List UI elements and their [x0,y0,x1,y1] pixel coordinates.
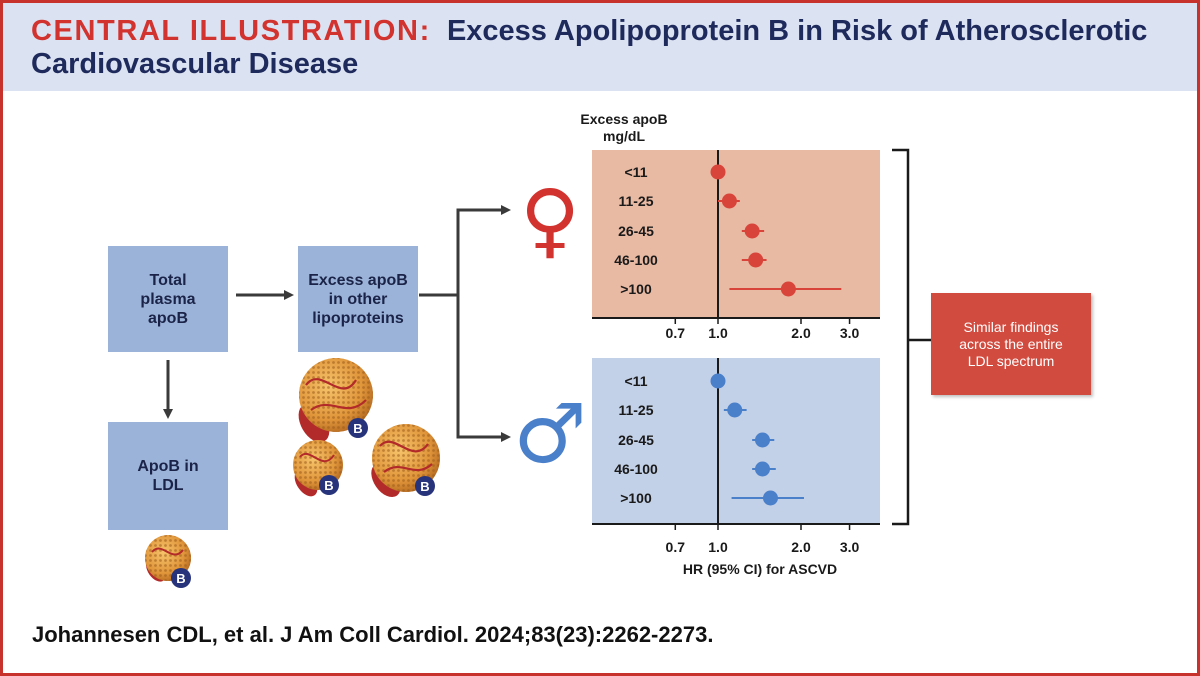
male-x-tick-label: 2.0 [791,539,811,555]
summary-bracket [892,148,931,526]
title-text: Excess Apolipoprotein B in Risk of Ather… [31,15,1148,80]
female-hr-point [721,193,737,209]
male-hr-point [754,432,770,448]
male-forest-plot: 0.7 1.0 2.0 3.0 <11 11-25 26-45 46-100 >100 [592,358,880,555]
lipoprotein-particle-large-2: B [371,424,440,498]
apob-in-ldl-box: ApoB in LDL [108,422,228,530]
apob-badge-label: B [420,479,429,494]
apob-badge-label: B [176,571,185,586]
female-x-tick-label: 1.0 [708,325,728,341]
male-category-label: >100 [620,490,652,506]
excess-apob-label: Excess apoB in other lipoproteins [308,271,408,327]
female-symbol-icon: ♀ [520,173,580,268]
male-hr-point [762,490,778,506]
header-band: CENTRAL ILLUSTRATION: Excess Apolipoprot… [3,3,1197,91]
summary-box-text: Similar findings across the entire LDL s… [959,318,1063,369]
summary-box: Similar findings across the entire LDL s… [931,293,1091,395]
excess-apob-header: Excess apoB mg/dL [580,111,667,144]
female-x-tick-label: 3.0 [840,325,860,341]
citation: Johannesen CDL, et al. J Am Coll Cardiol… [32,622,714,647]
page-title: CENTRAL ILLUSTRATION: Excess Apolipoprot… [31,15,1191,81]
central-illustration-label: CENTRAL ILLUSTRATION: [31,15,431,47]
female-category-label: <11 [625,164,648,180]
arrow-excess-branch-male [456,295,511,442]
male-symbol-icon: ♂ [513,387,587,482]
arrow-excess-branch [419,205,511,297]
female-hr-point [780,281,796,297]
flow-arrows [163,205,511,442]
male-x-tick-label: 3.0 [840,539,860,555]
female-category-label: 26-45 [618,223,654,239]
lipoprotein-particle-small: B [293,440,343,497]
female-category-label: 46-100 [614,252,658,268]
male-category-label: 11-25 [618,402,653,418]
total-plasma-apob-label: Total plasma apoB [140,271,196,327]
female-hr-point [710,164,726,180]
apob-badge-label: B [353,421,362,436]
female-hr-point [748,252,764,268]
female-x-tick-label: 2.0 [791,325,811,341]
excess-apob-box: Excess apoB in other lipoproteins [298,246,418,352]
male-x-tick-label: 1.0 [708,539,728,555]
male-x-tick-label: 0.7 [666,539,686,555]
male-category-label: 26-45 [618,432,654,448]
apob-badge-label: B [324,478,333,493]
ldl-particle: B [145,535,191,588]
female-category-label: 11-25 [618,193,653,209]
x-axis-label: HR (95% CI) for ASCVD [683,561,837,577]
male-hr-point [754,461,770,477]
male-hr-point [727,402,743,418]
female-category-label: >100 [620,281,652,297]
female-hr-point [744,223,760,239]
total-plasma-apob-box: Total plasma apoB [108,246,228,352]
male-category-label: 46-100 [614,461,658,477]
lipoprotein-particle-large-1: B [298,358,373,443]
apob-in-ldl-label: ApoB in LDL [137,458,199,494]
male-plot-panel [592,358,880,524]
female-x-tick-label: 0.7 [666,325,686,341]
male-hr-point [710,373,726,389]
female-forest-plot: 0.7 1.0 2.0 3.0 <11 11-25 26-45 46-100 >100 [592,150,880,341]
male-category-label: <11 [625,373,648,389]
